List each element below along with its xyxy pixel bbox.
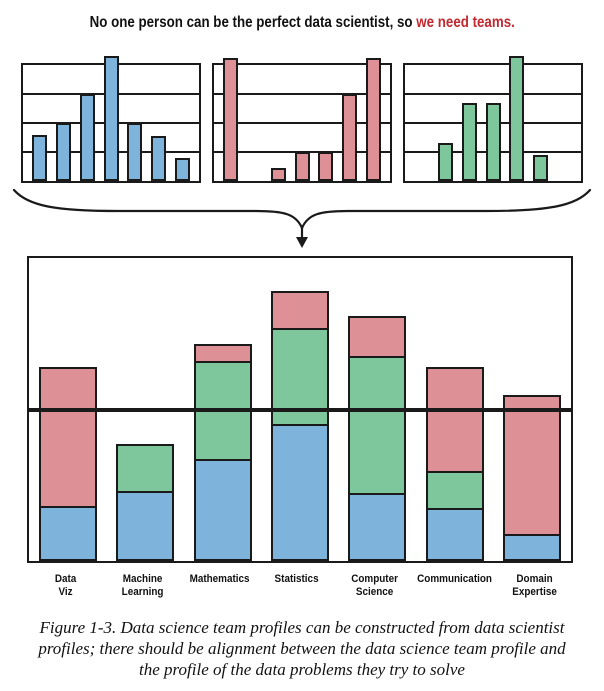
stacked-bar-data-viz: [38, 367, 97, 561]
profile-chart-blue-plot: [23, 56, 199, 181]
x-label-statistics: Statistics: [274, 573, 320, 585]
profile-bar: [509, 56, 525, 181]
gridline: [405, 93, 581, 95]
down-arrow-icon: [296, 237, 308, 248]
stacked-bar-mathematics: [193, 343, 252, 561]
segment-blue-profile: [272, 423, 327, 559]
profile-chart-red: [212, 57, 392, 183]
segment-blue-profile: [40, 505, 95, 559]
team-chart-plot: [29, 258, 571, 561]
team-bar-cell: [261, 258, 338, 561]
x-label-computer-science: Computer Science: [350, 573, 398, 598]
figure-headline: No one person can be the perfect data sc…: [0, 14, 604, 32]
profile-bar: [342, 94, 358, 181]
x-label-domain-expertise: Domain Expertise: [512, 573, 557, 598]
x-label-data-viz: Data Viz: [54, 573, 77, 598]
segment-blue-profile: [118, 491, 173, 559]
headline-red-text: we need teams.: [416, 14, 515, 31]
profile-bar: [318, 152, 334, 181]
team-chart-x-labels: Data Viz Machine Learning Mathematics St…: [27, 573, 573, 598]
segment-green-profile: [427, 470, 482, 508]
x-label-mathematics: Mathematics: [189, 573, 250, 585]
stacked-bar-domain-expertise: [503, 395, 562, 561]
profile-bar: [294, 152, 310, 181]
profile-bar: [222, 57, 238, 181]
segment-blue-profile: [350, 492, 405, 559]
segment-red-profile: [350, 317, 405, 356]
segment-red-profile: [272, 292, 327, 328]
team-bar-cell: [494, 258, 571, 561]
segment-green-profile: [350, 355, 405, 493]
segment-red-profile: [427, 369, 482, 471]
team-chart-frame: [27, 256, 573, 563]
alignment-line: [29, 407, 571, 412]
profile-bar: [485, 102, 501, 181]
profile-chart-blue: [21, 56, 201, 183]
segment-red-profile: [195, 345, 250, 362]
x-label-communication: Communication: [416, 573, 492, 585]
profile-chart-green: [403, 56, 583, 183]
segment-red-profile: [505, 397, 560, 535]
stacked-bar-communication: [425, 367, 484, 561]
profile-bar: [175, 157, 191, 181]
profile-bar: [151, 136, 167, 181]
stacked-bar-statistics: [270, 290, 329, 561]
profile-bar: [270, 167, 286, 181]
stacked-bar-machine-learning: [116, 443, 175, 561]
curly-brace-down-arrow-icon: [12, 188, 592, 248]
segment-red-profile: [40, 369, 95, 506]
headline-text: No one person can be the perfect data sc…: [89, 14, 514, 32]
team-bar-cell: [29, 258, 106, 561]
gridline: [214, 122, 390, 124]
profile-bar: [31, 134, 47, 181]
segment-blue-profile: [505, 534, 560, 559]
segment-green-profile: [118, 445, 173, 492]
figure-caption: Figure 1-3. Data science team profiles c…: [38, 618, 566, 679]
team-bar-cell: [106, 258, 183, 561]
headline-black-text: No one person can be the perfect data sc…: [89, 14, 417, 31]
profile-bar: [55, 123, 71, 181]
profile-bar: [437, 143, 453, 181]
profile-bar: [461, 102, 477, 181]
profile-bar: [366, 57, 382, 181]
team-bar-cell: [339, 258, 416, 561]
brace-arrow-connector: [8, 186, 596, 250]
team-bar-cell: [416, 258, 493, 561]
segment-blue-profile: [195, 458, 250, 559]
segment-blue-profile: [427, 507, 482, 559]
profile-chart-red-plot: [214, 57, 390, 181]
profile-bar: [127, 123, 143, 181]
profile-bar: [533, 154, 549, 181]
profile-bar: [79, 94, 95, 181]
x-label-machine-learning: Machine Learning: [121, 573, 164, 598]
stacked-bar-computer-science: [348, 315, 407, 561]
profile-bar: [103, 56, 119, 181]
profile-charts-row: [0, 56, 604, 183]
profile-chart-green-plot: [405, 56, 581, 181]
gridline: [214, 93, 390, 95]
